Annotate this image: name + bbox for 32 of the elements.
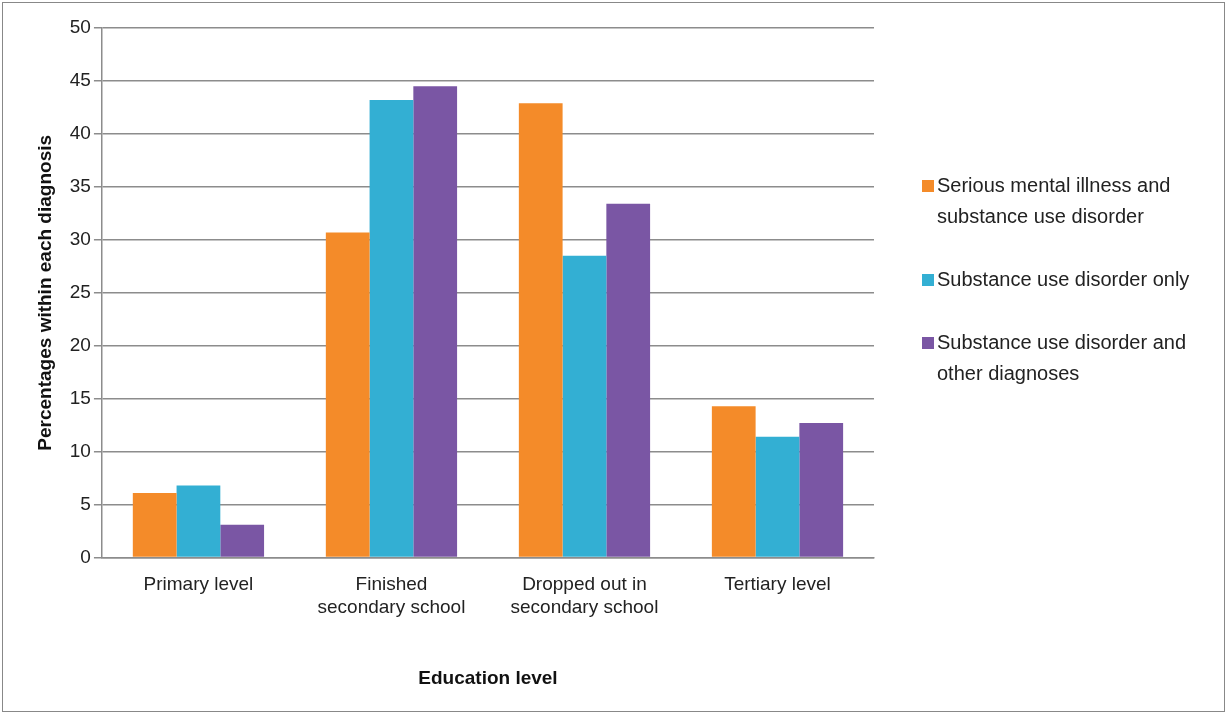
bar — [220, 524, 265, 557]
bar — [755, 436, 800, 557]
bar — [518, 103, 563, 557]
bar — [176, 485, 221, 557]
bar — [369, 100, 414, 557]
x-axis-title: Education level — [418, 666, 558, 688]
y-axis-title: Percentages within each diagnosis — [33, 134, 55, 451]
bar — [132, 492, 177, 557]
x-tick-label: Tertiary level — [724, 573, 831, 595]
bar — [711, 406, 756, 557]
y-tick-label: 5 — [80, 492, 91, 514]
y-tick-label: 25 — [69, 281, 91, 303]
y-tick-label: 45 — [69, 69, 91, 91]
y-tick-label: 35 — [69, 175, 91, 197]
y-tick-label: 50 — [69, 16, 91, 38]
y-tick-label: 20 — [69, 333, 91, 355]
y-tick-label: 30 — [69, 228, 91, 250]
legend-label: Substance use disorder and other diagnoses — [937, 330, 1188, 386]
y-tick-label: 10 — [69, 439, 91, 461]
x-tick-label: Finished secondary school — [317, 573, 466, 618]
legend-label: Serious mental illness and substance use disorder — [937, 173, 1172, 229]
bar — [799, 423, 844, 557]
bar — [562, 255, 607, 557]
legend-label: Substance use disorder only — [937, 267, 1190, 292]
y-tick-label: 0 — [80, 545, 91, 567]
bar — [413, 86, 458, 557]
x-tick-label: Primary level — [143, 573, 254, 595]
bar — [325, 232, 370, 557]
y-tick-label: 15 — [69, 386, 91, 408]
bar — [606, 203, 651, 557]
x-tick-label: Dropped out in secondary school — [510, 573, 659, 618]
y-tick-label: 40 — [69, 122, 91, 144]
